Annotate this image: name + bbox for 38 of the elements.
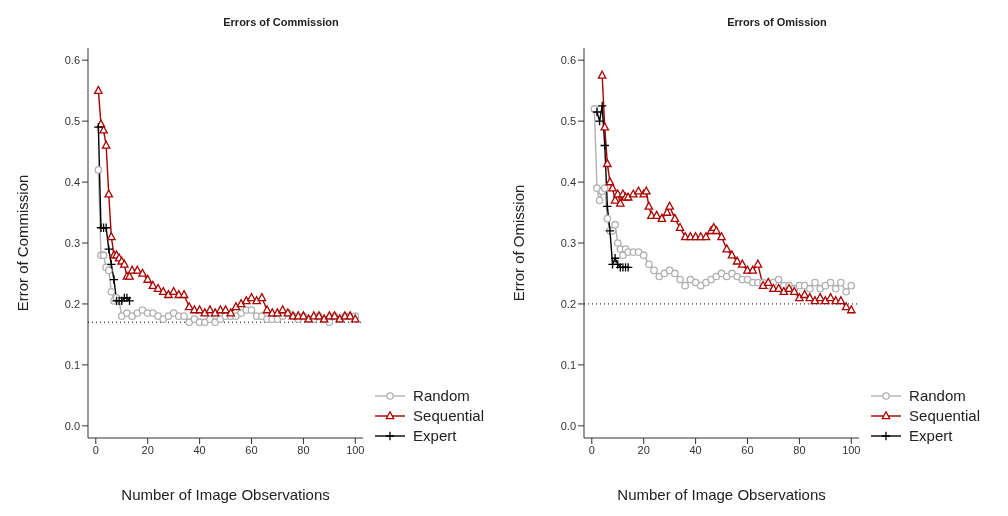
y-axis-title: Error of Commission — [14, 174, 32, 312]
legend-label: Expert — [413, 426, 457, 446]
x-tick-label: 40 — [193, 443, 206, 456]
legend-label: Expert — [909, 426, 953, 446]
x-tick-label: 100 — [842, 443, 861, 456]
y-tick-label: 0.6 — [64, 54, 80, 67]
x-tick-label: 20 — [637, 443, 650, 456]
y-tick-label: 0.1 — [560, 358, 576, 371]
legend-label: Random — [909, 386, 966, 406]
y-tick-label: 0.2 — [560, 297, 576, 310]
y-tick-label: 0.6 — [560, 54, 576, 67]
y-tick-label: 0.2 — [64, 297, 80, 310]
chart-title: Errors of Commission — [222, 16, 340, 28]
x-tick-label: 0 — [588, 443, 595, 456]
x-tick-label: 100 — [346, 443, 365, 456]
y-tick-label: 0.5 — [64, 115, 80, 128]
x-tick-label: 80 — [793, 443, 806, 456]
x-tick-label: 60 — [741, 443, 754, 456]
y-tick-label: 0.1 — [64, 358, 80, 371]
x-tick-label: 60 — [245, 443, 258, 456]
x-tick-label: 80 — [297, 443, 310, 456]
y-axis-title: Error of Omission — [510, 184, 528, 302]
legend-label: Sequential — [413, 406, 484, 426]
x-axis-title: Number of Image Observations — [121, 486, 330, 503]
x-tick-label: 40 — [689, 443, 702, 456]
legend-label: Random — [413, 386, 470, 406]
legend-label: Sequential — [909, 406, 980, 426]
x-tick-label: 0 — [92, 443, 99, 456]
y-tick-label: 0.3 — [64, 236, 80, 249]
y-tick-label: 0.4 — [64, 175, 80, 188]
y-tick-label: 0.3 — [560, 236, 576, 249]
y-tick-label: 0.0 — [64, 419, 80, 432]
x-axis-title: Number of Image Observations — [617, 486, 826, 503]
y-tick-label: 0.0 — [560, 419, 576, 432]
y-tick-label: 0.5 — [560, 115, 576, 128]
chart-title: Errors of Omission — [726, 16, 828, 28]
x-tick-label: 20 — [141, 443, 154, 456]
y-tick-label: 0.4 — [560, 175, 576, 188]
